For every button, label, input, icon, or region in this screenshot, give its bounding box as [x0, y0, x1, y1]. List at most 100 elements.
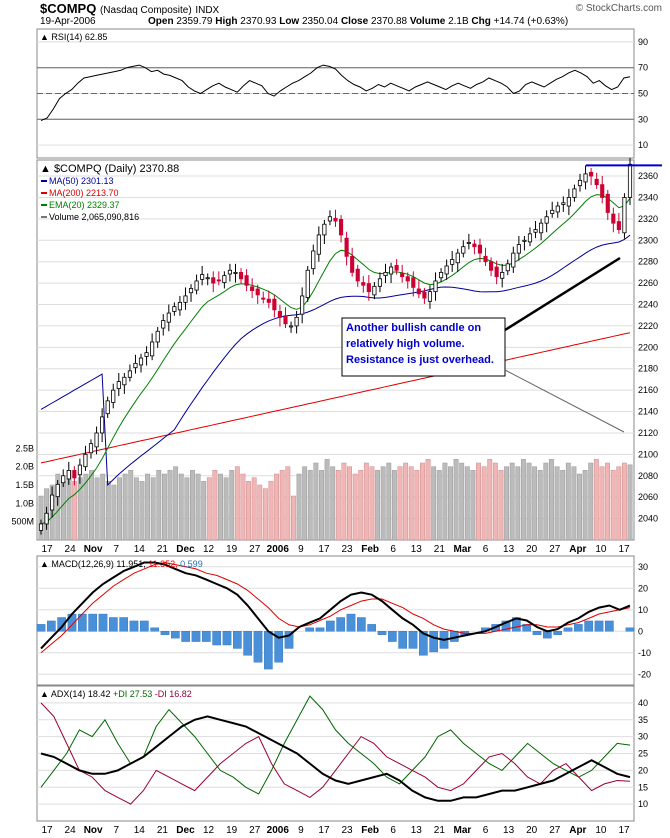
chart-title: $COMPQ (Nasdaq Composite) INDX: [40, 1, 220, 16]
candle-body: [322, 223, 327, 236]
price-tick-label: 2320: [638, 214, 658, 224]
x-axis-label-bottom: Feb: [361, 825, 379, 836]
price-tick-label: 2140: [638, 407, 658, 417]
candle-body: [516, 244, 521, 254]
candle-body: [188, 288, 194, 294]
x-axis-label-bottom: Apr: [569, 825, 586, 836]
volume-bar: [554, 466, 560, 541]
macd-histogram-bar: [253, 631, 263, 663]
macd-label: ▲ MACD(12,26,9) 11.951, 11.352, 0.599: [40, 559, 203, 569]
macd-histogram-bar: [36, 624, 46, 632]
candle-body: [100, 416, 105, 434]
macd-histogram-bar: [201, 631, 211, 642]
x-axis-label-top: 6: [390, 544, 396, 555]
volume-bar: [363, 462, 369, 541]
macd-histogram-bar: [346, 613, 356, 632]
x-axis-label-top: Feb: [361, 544, 379, 555]
candle-body: [511, 252, 516, 268]
volume-bar: [324, 459, 330, 541]
candle-body: [133, 362, 138, 369]
candle-body: [44, 512, 49, 525]
volume-bar: [55, 473, 61, 541]
x-axis-label-top: 13: [411, 544, 423, 555]
candle-body: [344, 237, 349, 257]
candle-body: [444, 265, 449, 275]
x-axis-label-bottom: 14: [134, 825, 146, 836]
macd-histogram-bar: [98, 613, 108, 632]
macd-histogram-bar: [625, 627, 635, 632]
candle-body: [122, 376, 127, 386]
x-axis-label-top: 19: [226, 544, 238, 555]
price-tick-label: 2240: [638, 300, 658, 310]
macd-tick-label: -20: [638, 669, 651, 679]
x-axis-label-bottom: 17: [41, 825, 53, 836]
rsi-label: ▲ RSI(14) 62.85: [40, 32, 107, 42]
candle-body: [183, 295, 188, 303]
volume-bar: [206, 477, 212, 541]
price-tick-label: 2100: [638, 449, 658, 459]
macd-histogram-bar: [222, 631, 232, 646]
price-label: ▲ $COMPQ (Daily) 2370.88: [40, 163, 179, 175]
legend-entry: Volume 2,065,090,816: [49, 212, 139, 222]
volume-bar: [425, 459, 431, 541]
candle-body: [566, 197, 571, 207]
volume-bar: [128, 470, 134, 541]
candle-body: [327, 216, 333, 222]
volume-bar: [330, 466, 336, 541]
candle-body: [277, 311, 283, 318]
volume-bar: [352, 473, 358, 541]
candle-body: [311, 250, 316, 270]
candle-body: [355, 268, 360, 282]
macd-histogram-bar: [129, 620, 139, 632]
candle-body: [266, 298, 271, 303]
volume-bar: [375, 470, 381, 541]
x-axis-label-bottom: 21: [157, 825, 169, 836]
price-tick-label: 2040: [638, 514, 658, 524]
macd-histogram-bar: [388, 631, 397, 642]
x-axis-label-top: Nov: [84, 544, 103, 555]
x-axis-label-top: 2006: [267, 544, 290, 555]
x-axis-label-top: 17: [618, 544, 630, 555]
candle-body: [244, 275, 249, 286]
x-axis-label-top: Mar: [454, 544, 472, 555]
candle-body: [261, 297, 266, 300]
candle-body: [55, 483, 60, 498]
candle-body: [172, 306, 177, 312]
ohlc-summary: Open 2359.79 High 2370.93 Low 2350.04 Cl…: [148, 16, 569, 27]
volume-bar: [459, 462, 465, 541]
volume-bar: [262, 488, 268, 541]
volume-bar: [105, 481, 111, 541]
volume-bar: [274, 473, 280, 541]
adx-label: ▲ ADX(14) 18.42 +DI 27.53 -DI 16.82: [40, 689, 192, 699]
adx-tick-label: 25: [638, 749, 648, 759]
volume-bar: [498, 470, 504, 541]
x-axis-label-bottom: 27: [249, 825, 261, 836]
x-axis-label-top: 24: [65, 544, 77, 555]
volume-bar: [313, 462, 319, 541]
x-axis-label-bottom: 2006: [267, 825, 290, 836]
adx-tick-label: 10: [638, 799, 648, 809]
x-axis-label-bottom: 6: [483, 825, 489, 836]
macd-histogram-bar: [57, 617, 66, 632]
macd-tick-label: 30: [638, 562, 648, 572]
volume-bar: [610, 470, 616, 541]
candle-body: [388, 266, 394, 275]
volume-bar: [307, 470, 313, 541]
candle-body: [38, 523, 44, 531]
adx-tick-label: 15: [638, 782, 648, 792]
ema20-line: [40, 194, 631, 525]
macd-tick-label: 0: [638, 626, 643, 636]
candle-body: [211, 277, 216, 284]
x-axis-label-top: 9: [298, 544, 304, 555]
candle-body: [616, 221, 621, 230]
candle-body: [439, 271, 444, 279]
x-axis-label-bottom: 13: [503, 825, 515, 836]
rsi-tick-label: 70: [638, 63, 648, 73]
x-axis-label-top: 13: [503, 544, 515, 555]
candle-body: [61, 475, 66, 484]
price-tick-label: 2200: [638, 342, 658, 352]
x-axis-label-bottom: Mar: [454, 825, 472, 836]
candle-body: [72, 470, 77, 479]
annotation-text: relatively high volume.: [346, 338, 465, 350]
candle-body: [50, 494, 55, 511]
